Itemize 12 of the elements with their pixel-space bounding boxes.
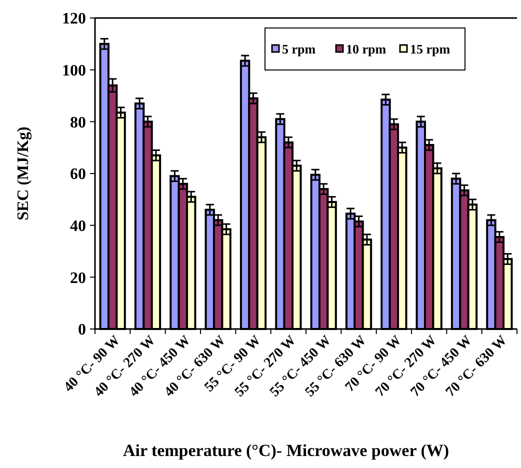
y-tick-label: 0 [78,322,86,339]
legend-label: 15 rpm [410,42,450,57]
x-axis-title: Air temperature (°C)- Microwave power (W) [122,441,450,460]
legend-label: 10 rpm [346,42,386,57]
y-tick-label: 80 [70,114,86,132]
legend-label: 5 rpm [282,42,316,57]
y-tick-label: 120 [62,10,86,28]
y-tick-label: 20 [70,270,86,287]
y-axis-title: SEC (MJ/Kg) [15,126,32,220]
y-tick-label: 40 [70,218,86,235]
y-tick-label: 60 [70,166,86,184]
y-tick-label: 100 [62,62,86,80]
